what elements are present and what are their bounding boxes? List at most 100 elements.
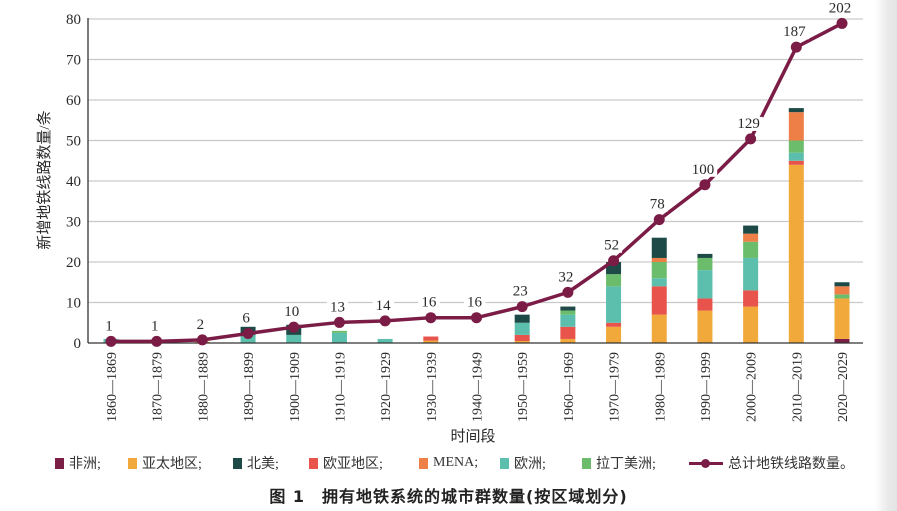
legend-label-north-america: 北美; <box>247 457 279 472</box>
line-point-label: 23 <box>509 284 531 300</box>
bar-segment <box>331 332 347 343</box>
label-background <box>239 311 254 326</box>
bar-segment <box>788 152 804 161</box>
line-point-marker <box>471 312 482 324</box>
bar-segment <box>697 310 713 343</box>
y-tick-label: 40 <box>66 174 81 190</box>
x-tick-label: 1970—1979 <box>608 352 623 422</box>
x-tick-label: 1920—1929 <box>379 352 394 422</box>
stacked-bars <box>103 108 850 343</box>
y-tick-labels: 0 10 20 30 40 50 60 70 80 <box>66 12 81 352</box>
line-point-labels: 1 1 2 6 10 13 14 16 16 23 32 52 78 100 129 187 202 <box>102 0 855 334</box>
line-point-value: 1 <box>105 318 113 334</box>
x-tick-label: 1980—1989 <box>653 352 668 422</box>
line-point-marker <box>836 17 848 29</box>
bar-segment <box>423 336 439 341</box>
line-point-label: 32 <box>555 269 577 285</box>
x-tick-label: 1940—1949 <box>471 352 486 422</box>
bar-segment <box>788 160 804 165</box>
line-point-value: 23 <box>513 284 528 300</box>
x-tick-label: 1890—1899 <box>242 352 257 422</box>
total-line-series <box>105 17 848 347</box>
line-point-marker <box>379 315 391 327</box>
x-tick-label: 1950—1959 <box>516 352 531 422</box>
legend-item-north-america: 北美; <box>233 452 279 474</box>
bar-segment <box>743 306 759 343</box>
line-point-label: 1 <box>102 318 116 334</box>
y-axis-title: 新增地铁线路数量/条 <box>36 110 53 249</box>
x-tick-label: 1870—1879 <box>151 352 166 422</box>
legend: 非洲; 亚太地区; 北美; 欧亚地区; MENA; 欧洲; 拉丁美洲; 总计地铁… <box>0 452 897 474</box>
line-point-marker <box>790 41 802 53</box>
bar-segment <box>560 338 576 343</box>
label-background <box>688 162 718 177</box>
line-point-label: 129 <box>734 116 763 132</box>
legend-swatch-europe <box>500 457 509 469</box>
x-tick-label: 2010—2019 <box>790 352 805 422</box>
line-point-label: 78 <box>646 197 668 213</box>
line-point-marker <box>196 334 208 346</box>
line-point-value: 32 <box>558 269 573 285</box>
label-background <box>509 284 531 299</box>
y-tick-label: 60 <box>66 93 81 109</box>
y-tick-label: 80 <box>66 12 81 28</box>
bar-segment <box>834 298 850 339</box>
bar-segment <box>286 334 302 343</box>
bar-segment <box>697 270 713 299</box>
legend-swatch-asia-pacific <box>128 457 137 469</box>
line-point-value: 10 <box>284 304 299 320</box>
line-point-marker <box>151 335 163 347</box>
line-point-marker <box>105 335 117 347</box>
y-tick-label: 50 <box>66 134 81 150</box>
x-tick-label: 1960—1969 <box>562 352 577 422</box>
bar-segment <box>651 262 667 279</box>
legend-item-mena: MENA; <box>419 452 478 474</box>
label-background <box>281 305 303 320</box>
bar-segment <box>788 164 804 343</box>
bar-segment <box>651 278 667 287</box>
line-point-marker <box>516 301 528 313</box>
bar-segment <box>697 298 713 311</box>
bar-segment <box>606 286 622 323</box>
line-point-value: 78 <box>650 197 665 213</box>
x-tick-label: 1900—1909 <box>288 352 303 422</box>
line-point-label: 6 <box>239 311 254 327</box>
x-tick-label: 1860—1869 <box>105 352 120 422</box>
bar-segment <box>834 338 850 343</box>
bar-segment <box>606 326 622 343</box>
label-background <box>464 295 486 310</box>
legend-label-europe: 欧洲; <box>514 457 546 472</box>
line-point-label: 1 <box>147 318 162 334</box>
bar-segment <box>697 253 713 258</box>
bar-segment <box>743 241 759 258</box>
figure-caption: 图 1 拥有地铁系统的城市群数量(按区域划分) <box>269 487 628 506</box>
line-point-label: 10 <box>281 304 303 320</box>
x-tick-label: 1930—1939 <box>425 352 440 422</box>
axes <box>87 18 863 344</box>
legend-swatch-eurasia <box>309 457 318 469</box>
legend-label-latin-america: 拉丁美洲; <box>596 457 656 472</box>
legend-swatch-latin-america <box>582 457 591 469</box>
bar-segment <box>514 322 530 335</box>
bar-segment <box>651 257 667 262</box>
legend-item-europe: 欧洲; <box>500 452 546 474</box>
bar-segment <box>743 233 759 242</box>
line-point-value: 52 <box>604 238 619 254</box>
x-tick-labels: 1860—1869 1870—1879 1880—1889 1890—1899 1900… <box>105 352 851 422</box>
y-tick-label: 30 <box>66 215 81 231</box>
label-background <box>601 238 623 253</box>
line-point-label: 14 <box>372 298 395 314</box>
line-point-value: 16 <box>467 295 483 311</box>
legend-swatch-mena <box>419 457 428 469</box>
legend-label-mena: MENA; <box>433 455 479 470</box>
line-point-value: 16 <box>421 295 437 311</box>
line-point-label: 202 <box>825 0 855 16</box>
label-background <box>193 317 208 332</box>
bar-segment <box>331 330 347 333</box>
legend-label-eurasia: 欧亚地区; <box>323 457 383 472</box>
bar-segment <box>651 286 667 315</box>
label-background <box>734 116 763 131</box>
label-background <box>326 300 348 315</box>
bar-segment <box>514 334 530 341</box>
